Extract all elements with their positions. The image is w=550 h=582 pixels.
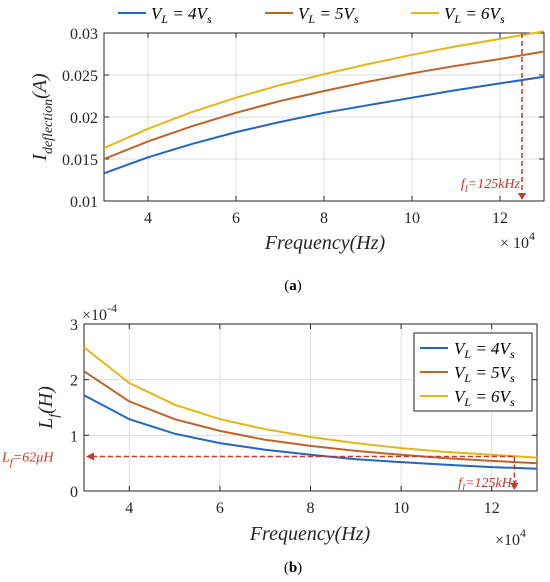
legend-label-3: VL = 6Vs	[444, 4, 505, 26]
x-tick-label: 4	[144, 210, 152, 227]
y-tick-label: 0.01	[70, 194, 98, 211]
y-multiplier: ×10-4	[82, 301, 117, 324]
x-axis-label: Frequency(Hz)	[249, 523, 371, 545]
y-tick-label: 2	[70, 373, 78, 390]
x-tick-label: 8	[307, 500, 315, 517]
x-multiplier: × 104	[500, 229, 535, 252]
annotation-label: fl=125kHz	[461, 177, 521, 195]
legend-label-3: VL = 6Vs	[454, 387, 515, 409]
y-tick-label: 3	[70, 317, 78, 334]
annotation-left-arrowhead	[86, 452, 94, 461]
y-axis-label: Lf(H)	[35, 386, 62, 430]
x-tick-label: 6	[216, 500, 224, 517]
series-line-3	[83, 346, 538, 459]
x-tick-label: 10	[393, 500, 409, 517]
y-tick-label: 0.02	[70, 110, 98, 127]
chart-a: 4 6 8 10 12 0.01 0.015 0.02 0.025 0.03 fl=125kHz Id…	[29, 4, 545, 294]
legend-label-2: VL = 5Vs	[454, 363, 515, 385]
series-line-2	[103, 50, 545, 160]
x-tick-label: 6	[232, 210, 240, 227]
y-tick-label: 0	[70, 484, 78, 501]
annotation-arrowhead	[510, 483, 519, 490]
series-line-1	[103, 75, 545, 175]
y-axis-label: Ideflection(A)	[29, 73, 56, 162]
x-axis-label: Frequency(Hz)	[264, 232, 386, 254]
series-line-3	[103, 30, 545, 150]
x-tick-label: 4	[125, 500, 133, 517]
figure-caption: (a)	[284, 278, 302, 294]
x-tick-label: 10	[404, 210, 420, 227]
y-tick-label: 0.015	[62, 152, 98, 169]
chart-b: 4 6 8 10 120123Lf=62μHfl=125kHzLf(H)Frequenc…	[1, 301, 538, 576]
x-multiplier: ×104	[495, 526, 526, 549]
legend-label-1: VL = 4Vs	[151, 4, 212, 26]
y-tick-label: 0.03	[70, 26, 98, 43]
y-tick-label: 0.025	[62, 68, 98, 85]
figure-caption: (b)	[284, 560, 302, 576]
series-line-1	[83, 394, 538, 470]
legend-label-1: VL = 4Vs	[454, 339, 515, 361]
annotation-hlabel: Lf=62μH	[1, 450, 54, 468]
x-tick-label: 12	[492, 210, 508, 227]
y-tick-label: 1	[70, 428, 78, 445]
legend-label-2: VL = 5Vs	[298, 4, 359, 26]
annotation-label: fl=125kHz	[458, 476, 518, 494]
series-line-2	[83, 370, 538, 465]
x-tick-label: 8	[320, 210, 328, 227]
x-tick-label: 12	[484, 500, 500, 517]
annotation-arrowhead	[518, 193, 526, 200]
